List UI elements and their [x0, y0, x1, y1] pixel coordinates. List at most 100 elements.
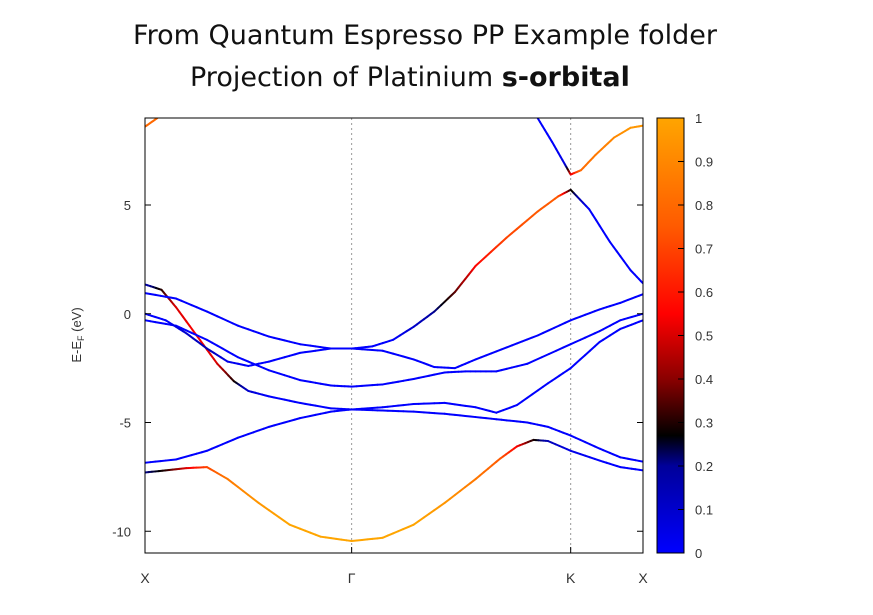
band-segment — [569, 362, 577, 370]
title-line-2-bold: s-orbital — [501, 62, 630, 93]
band-segment — [428, 509, 436, 515]
band-segment — [521, 396, 529, 403]
band-segment — [591, 213, 598, 222]
band-4 — [145, 312, 643, 388]
band-segment — [247, 494, 255, 500]
band-segment — [598, 224, 605, 233]
band-segment — [547, 326, 556, 332]
colorbar-tick-label: 0.7 — [695, 242, 713, 257]
band-segment — [638, 468, 643, 472]
band-2 — [145, 408, 643, 464]
band-segment — [588, 208, 594, 216]
band-segment — [278, 516, 286, 523]
band-3 — [145, 283, 643, 414]
y-axis-label: E-EF (eV) — [69, 307, 86, 362]
band-segment — [283, 520, 291, 526]
band-segment — [464, 482, 472, 489]
band-segment — [412, 520, 420, 526]
title-line-1: From Quantum Espresso PP Example folder — [133, 20, 717, 51]
x-tick-label: Γ — [348, 570, 356, 586]
title-line-2-prefix: Projection of Platinium — [190, 62, 502, 93]
band-segment — [479, 255, 487, 263]
colorbar-tick-label: 1 — [695, 111, 702, 126]
band-segment — [588, 345, 596, 352]
band-segment — [505, 232, 513, 239]
colorbar-tick-label: 0.5 — [695, 329, 713, 344]
band-segment — [521, 219, 529, 226]
band-7 — [536, 118, 643, 176]
band-segment — [231, 482, 239, 489]
bands-layer — [145, 118, 643, 543]
band-segment — [526, 359, 536, 365]
colorbar-tick-label: 0.4 — [695, 372, 713, 387]
y-tick-label: 0 — [124, 307, 131, 322]
band-segment — [438, 501, 446, 508]
band-segment — [490, 246, 498, 253]
colorbar-tick-label: 0.2 — [695, 459, 713, 474]
title-line-2: Projection of Platinium s-orbital — [190, 62, 630, 93]
band-segment — [515, 223, 524, 230]
band-segment — [459, 486, 467, 493]
band-segment — [262, 505, 270, 512]
x-tick-label: X — [638, 570, 648, 586]
band-8 — [145, 118, 159, 128]
band-segment — [495, 241, 503, 249]
colorbar-ticks: 0 0.1 0.2 0.3 0.4 0.5 0.6 0.7 0.8 0.9 1 — [678, 111, 713, 561]
y-axis-ticks: -10 -5 0 5 — [112, 198, 643, 539]
band-segment — [417, 516, 425, 523]
band-segment — [602, 230, 608, 238]
band-segment — [542, 329, 550, 334]
band-segment — [448, 494, 456, 500]
band-segment — [536, 331, 545, 337]
band-6 — [145, 188, 643, 350]
band-segment — [226, 478, 234, 485]
band-segment — [605, 235, 611, 243]
band-segment — [638, 293, 643, 297]
band-segment — [574, 358, 582, 365]
band-1 — [145, 438, 643, 543]
band-segment — [273, 512, 281, 519]
y-tick-label: -5 — [119, 416, 131, 431]
band-segment — [484, 250, 493, 258]
band-segment — [536, 385, 544, 392]
band-segment — [547, 349, 558, 355]
plot-frame — [144, 117, 644, 554]
band-segment — [584, 349, 591, 357]
band-segment — [541, 382, 549, 388]
band-segment — [564, 319, 572, 324]
band-5 — [145, 293, 643, 370]
band-segment — [474, 260, 482, 267]
y-tick-label: 5 — [124, 198, 131, 213]
band-segment — [531, 389, 539, 396]
band-segment — [257, 501, 265, 508]
band-segment — [433, 505, 441, 512]
band-segment — [515, 400, 524, 407]
band-segment — [236, 486, 245, 493]
band-segment — [555, 346, 565, 352]
band-segment — [526, 393, 534, 399]
band-segment — [422, 512, 431, 519]
colorbar-tick-label: 0 — [695, 546, 702, 561]
band-segment — [510, 227, 518, 235]
band-segment — [579, 354, 587, 361]
band-segment — [533, 356, 543, 362]
band-segment — [553, 324, 561, 329]
band-segment — [443, 497, 451, 504]
colorbar-tick-label: 0.9 — [695, 155, 713, 170]
band-segment — [540, 352, 550, 359]
band-segment — [252, 497, 260, 504]
colorbar-tick-label: 0.1 — [695, 503, 713, 518]
x-tick-label: X — [140, 570, 150, 586]
band-segment — [469, 478, 477, 485]
band-segment — [526, 214, 534, 222]
band-segment — [562, 343, 572, 349]
band-segment — [242, 490, 250, 496]
band-segment — [593, 341, 601, 348]
band-segment — [531, 210, 539, 217]
band-segment — [500, 236, 508, 244]
band-segment — [638, 459, 643, 463]
colorbar-tick-label: 0.8 — [695, 198, 713, 213]
colorbar-tick-label: 0.6 — [695, 285, 713, 300]
